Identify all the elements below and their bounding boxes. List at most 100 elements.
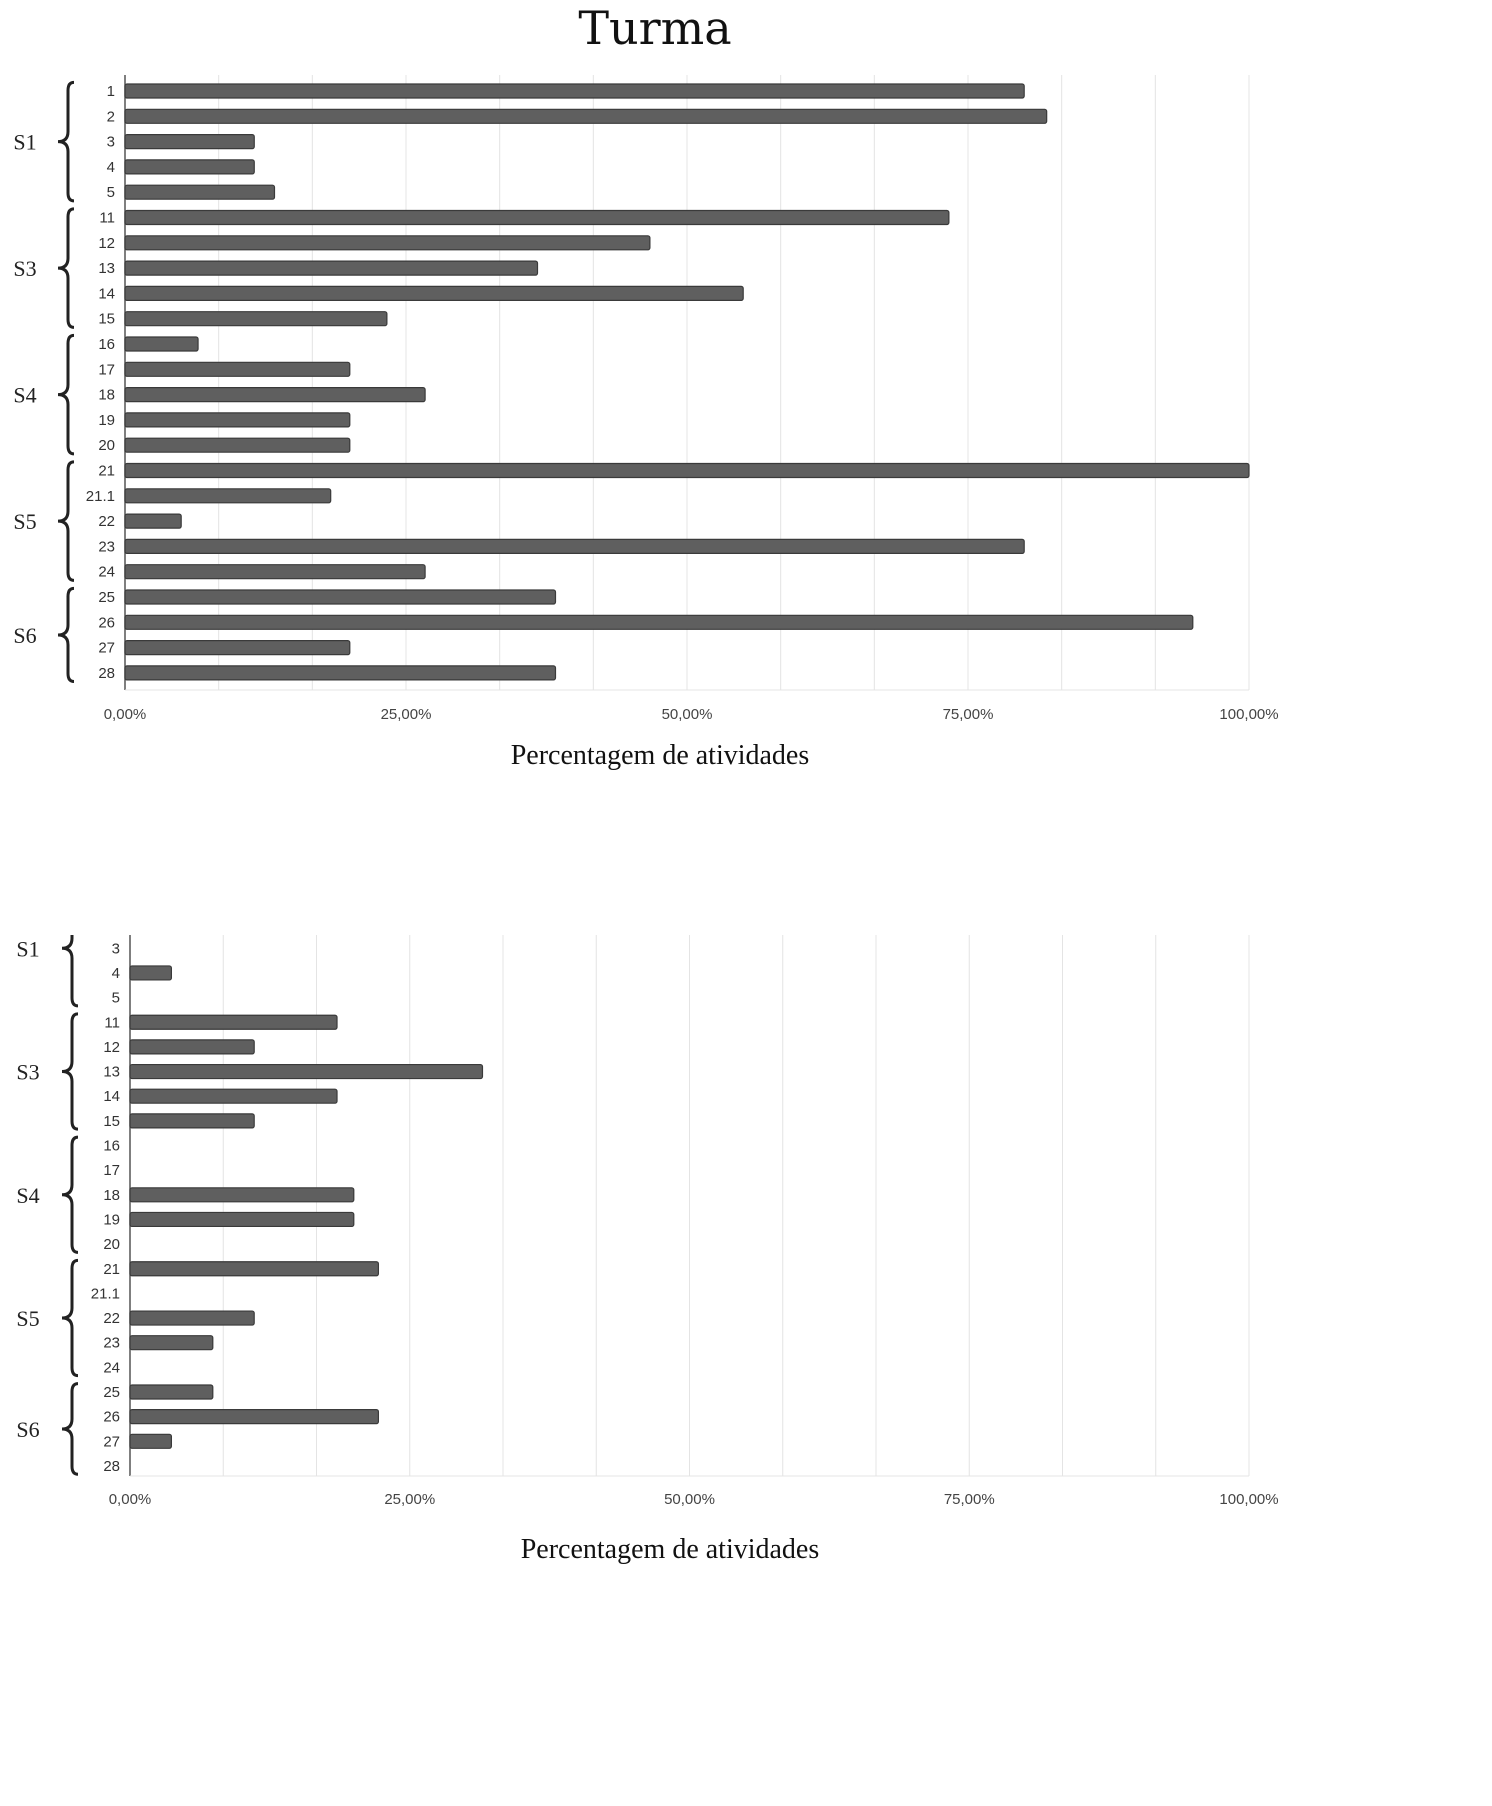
group-label: S6 [13, 623, 36, 648]
bar-17 [124, 361, 351, 377]
category-label: 1 [107, 83, 115, 100]
category-label: 20 [98, 437, 115, 454]
category-label: 18 [98, 387, 115, 404]
bar-15 [129, 1113, 255, 1129]
category-label: 25 [98, 589, 115, 606]
category-label: 5 [107, 184, 115, 201]
chart-title: Turma [578, 1, 731, 55]
bar-11 [129, 1014, 338, 1030]
group-label: S1 [16, 936, 39, 961]
group-bracket [61, 1135, 79, 1254]
category-label: 26 [98, 614, 115, 631]
category-label: 2 [107, 108, 115, 125]
x-tick-label: 0,00% [104, 706, 147, 723]
group-bracket [61, 1382, 79, 1476]
bar-26 [129, 1409, 380, 1425]
group-bracket [61, 1012, 79, 1131]
group-label: S5 [16, 1306, 39, 1331]
category-label: 11 [104, 1014, 120, 1031]
bar-13 [124, 260, 539, 276]
group-label: S4 [13, 383, 36, 408]
group-label: S6 [16, 1417, 39, 1442]
bar-23 [124, 538, 1025, 555]
bar-15 [124, 311, 388, 327]
category-label: 16 [98, 336, 115, 353]
category-label: 18 [103, 1187, 120, 1204]
category-label: 26 [103, 1409, 120, 1426]
category-label: 14 [98, 285, 115, 302]
bar-21 [124, 462, 1250, 479]
category-label: 24 [103, 1359, 120, 1376]
bar-18 [124, 387, 426, 403]
category-label: 20 [103, 1236, 120, 1253]
category-label: 3 [107, 134, 115, 151]
category-label: 23 [98, 538, 115, 555]
x-tick-label: 75,00% [944, 1491, 995, 1508]
group-label: S1 [13, 130, 36, 155]
bar-25 [129, 1384, 214, 1400]
category-label: 21.1 [86, 488, 115, 505]
category-label: 3 [112, 940, 120, 957]
category-label: 13 [98, 260, 115, 277]
x-tick-label: 25,00% [384, 1491, 435, 1508]
x-tick-label: 100,00% [1219, 1491, 1278, 1508]
category-label: 22 [98, 513, 115, 530]
x-tick-label: 0,00% [109, 1491, 152, 1508]
chart-turma-svg: Turma 0,00% 25,00% 50,00% 75,00% 100,00% Perce… [13, 1, 1278, 771]
group-label: S4 [16, 1183, 39, 1208]
category-label: 15 [103, 1113, 120, 1130]
bar-25 [124, 589, 557, 605]
category-label: 4 [107, 159, 115, 176]
x-axis-title: Percentagem de atividades [511, 740, 810, 771]
category-label: 28 [98, 665, 115, 682]
x-tick-label: 75,00% [943, 706, 994, 723]
category-label: 17 [103, 1162, 120, 1179]
group-bracket [57, 586, 75, 684]
bar-13 [129, 1063, 484, 1080]
group-bracket [57, 80, 75, 203]
category-label: 16 [103, 1138, 120, 1155]
category-label: 28 [103, 1458, 120, 1475]
category-label: 15 [98, 311, 115, 328]
bar-18 [129, 1187, 355, 1203]
bar-19 [124, 412, 351, 428]
x-tick-label: 50,00% [662, 706, 713, 723]
bar-16 [124, 336, 199, 352]
bar-20 [124, 437, 351, 453]
group-bracket [57, 333, 75, 456]
category-label: 4 [112, 965, 120, 982]
category-label: 21 [98, 463, 115, 480]
bar-28 [124, 665, 557, 681]
category-label: 19 [103, 1211, 120, 1228]
group-bracket [57, 207, 75, 329]
category-label: 12 [103, 1039, 120, 1056]
bar-19 [129, 1211, 355, 1228]
group-bracket [61, 935, 79, 1008]
group-bracket [57, 460, 75, 582]
bar-27 [129, 1433, 173, 1449]
category-label: 21 [103, 1261, 120, 1278]
bar-14 [124, 285, 744, 301]
bar-12 [129, 1039, 255, 1055]
chart-publico-alvo-svg: Público-alvo0,00%25,00%50,00%75,00%100,0… [16, 935, 1279, 1565]
group-label: S3 [13, 256, 36, 281]
bar-1 [124, 83, 1025, 99]
category-label: 21.1 [91, 1285, 120, 1302]
category-label: 22 [103, 1310, 120, 1327]
category-label: 24 [98, 564, 115, 581]
bar-21 [129, 1261, 380, 1277]
x-tick-label: 25,00% [381, 706, 432, 723]
bar-14 [129, 1088, 338, 1104]
category-label: 27 [98, 640, 115, 657]
category-label: 11 [99, 210, 115, 227]
category-label: 23 [103, 1335, 120, 1352]
bar-11 [124, 209, 950, 226]
bar-22 [129, 1310, 255, 1326]
bar-4 [129, 965, 173, 981]
bar-4 [124, 159, 255, 175]
x-axis-title: Percentagem de atividades [521, 1534, 820, 1565]
bar-23 [129, 1335, 214, 1351]
bar-26 [124, 614, 1194, 630]
category-label: 27 [103, 1433, 120, 1450]
group-label: S3 [16, 1060, 39, 1085]
